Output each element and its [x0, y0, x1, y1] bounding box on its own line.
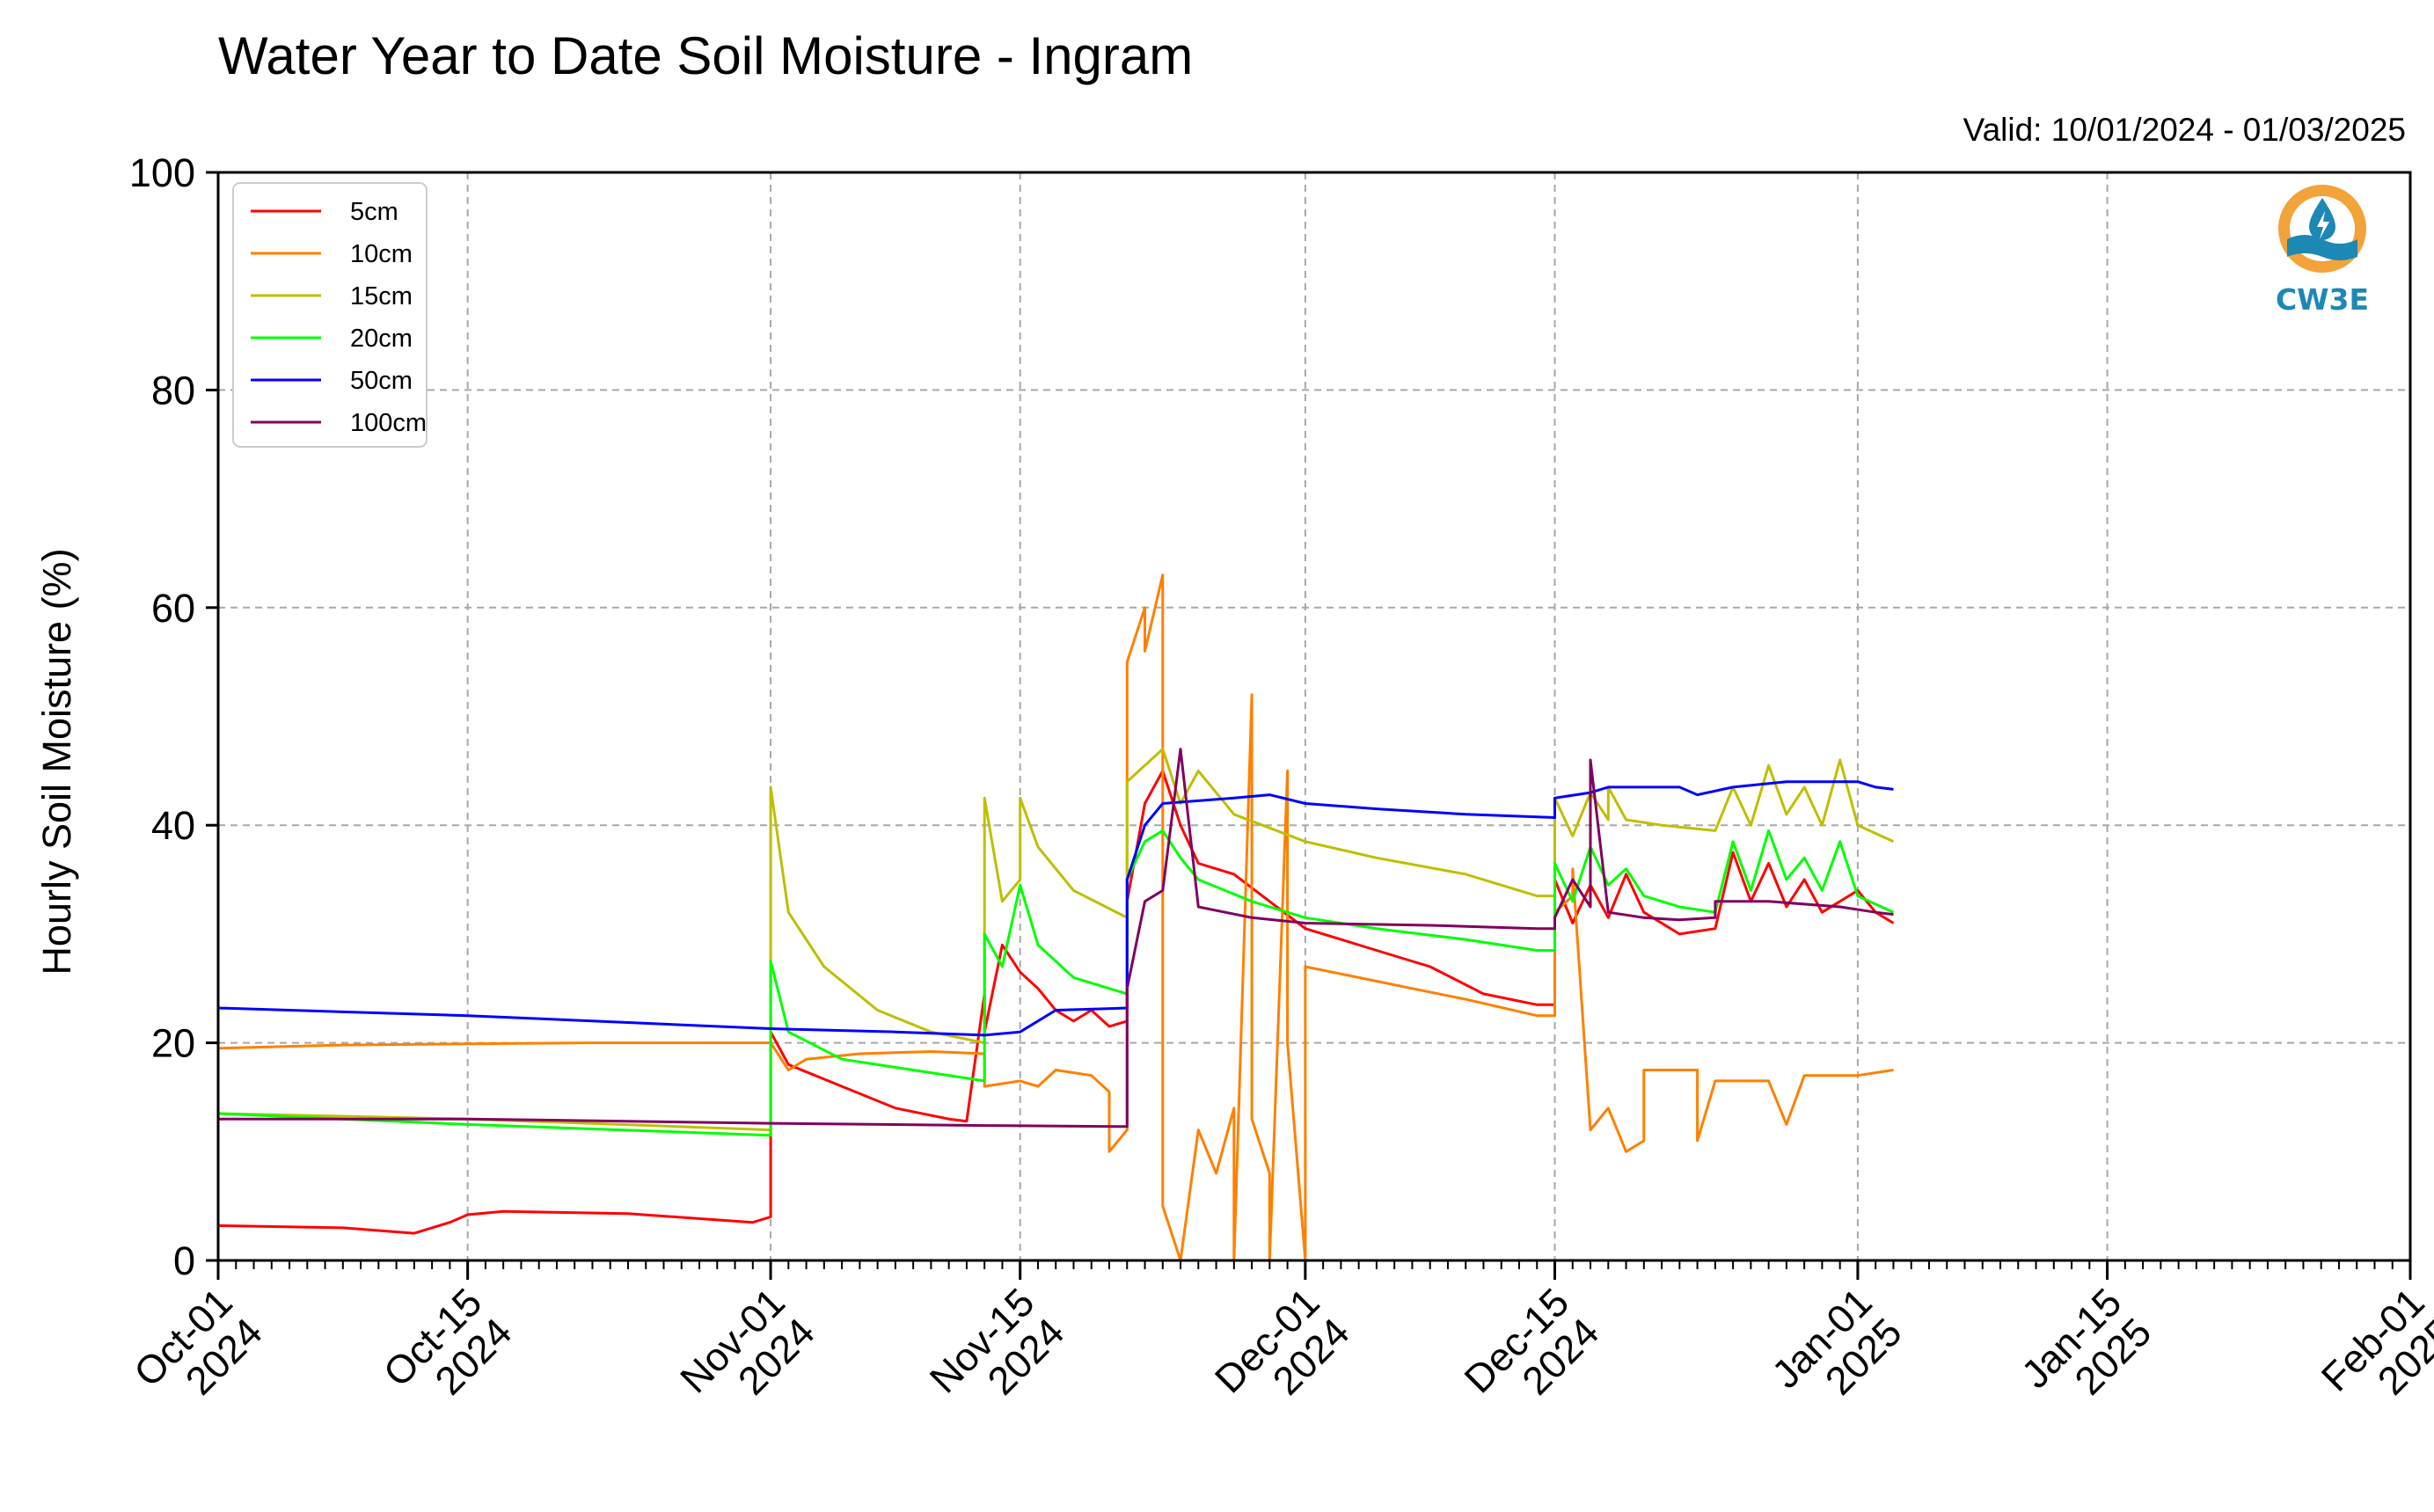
y-axis-label: Hourly Soil Moisture (%) — [34, 548, 79, 975]
legend-label: 15cm — [350, 282, 413, 310]
legend-label: 5cm — [350, 198, 398, 226]
series-layer — [217, 573, 1895, 1262]
cw3e-logo: CW3E — [2276, 185, 2369, 317]
legend-items: 5cm 10cm 15cm 20cm 50cm 100cm — [251, 198, 427, 437]
logo-text: CW3E — [2276, 282, 2369, 317]
y-tick-label: 40 — [151, 803, 195, 848]
series-line-5cm — [217, 769, 1895, 1235]
series-line-50cm — [217, 780, 1894, 1037]
logo-wave-icon — [2287, 235, 2357, 260]
grid-layer — [218, 172, 2410, 1260]
legend: 5cm 10cm 15cm 20cm 50cm 100cm — [232, 182, 428, 448]
chart-subtitle: Valid: 10/01/2024 - 01/03/2025 — [1963, 112, 2406, 148]
y-tick-label: 100 — [129, 150, 195, 195]
logo-bolt-icon — [2317, 211, 2329, 239]
legend-label: 50cm — [350, 367, 413, 395]
y-tick-label: 20 — [151, 1021, 195, 1066]
legend-label: 100cm — [350, 409, 427, 437]
legend-label: 10cm — [350, 240, 413, 268]
series-line-20cm — [217, 829, 1895, 1137]
y-tick-label: 60 — [151, 586, 195, 631]
series-line-100cm — [218, 748, 1894, 1129]
legend-label: 20cm — [350, 325, 413, 353]
y-tick-label: 80 — [151, 368, 195, 413]
series-line-15cm — [217, 748, 1895, 1132]
chart-title: Water Year to Date Soil Moisture - Ingra… — [218, 26, 1193, 85]
y-tick-label: 0 — [173, 1238, 195, 1283]
plot-frame — [216, 171, 2412, 1262]
